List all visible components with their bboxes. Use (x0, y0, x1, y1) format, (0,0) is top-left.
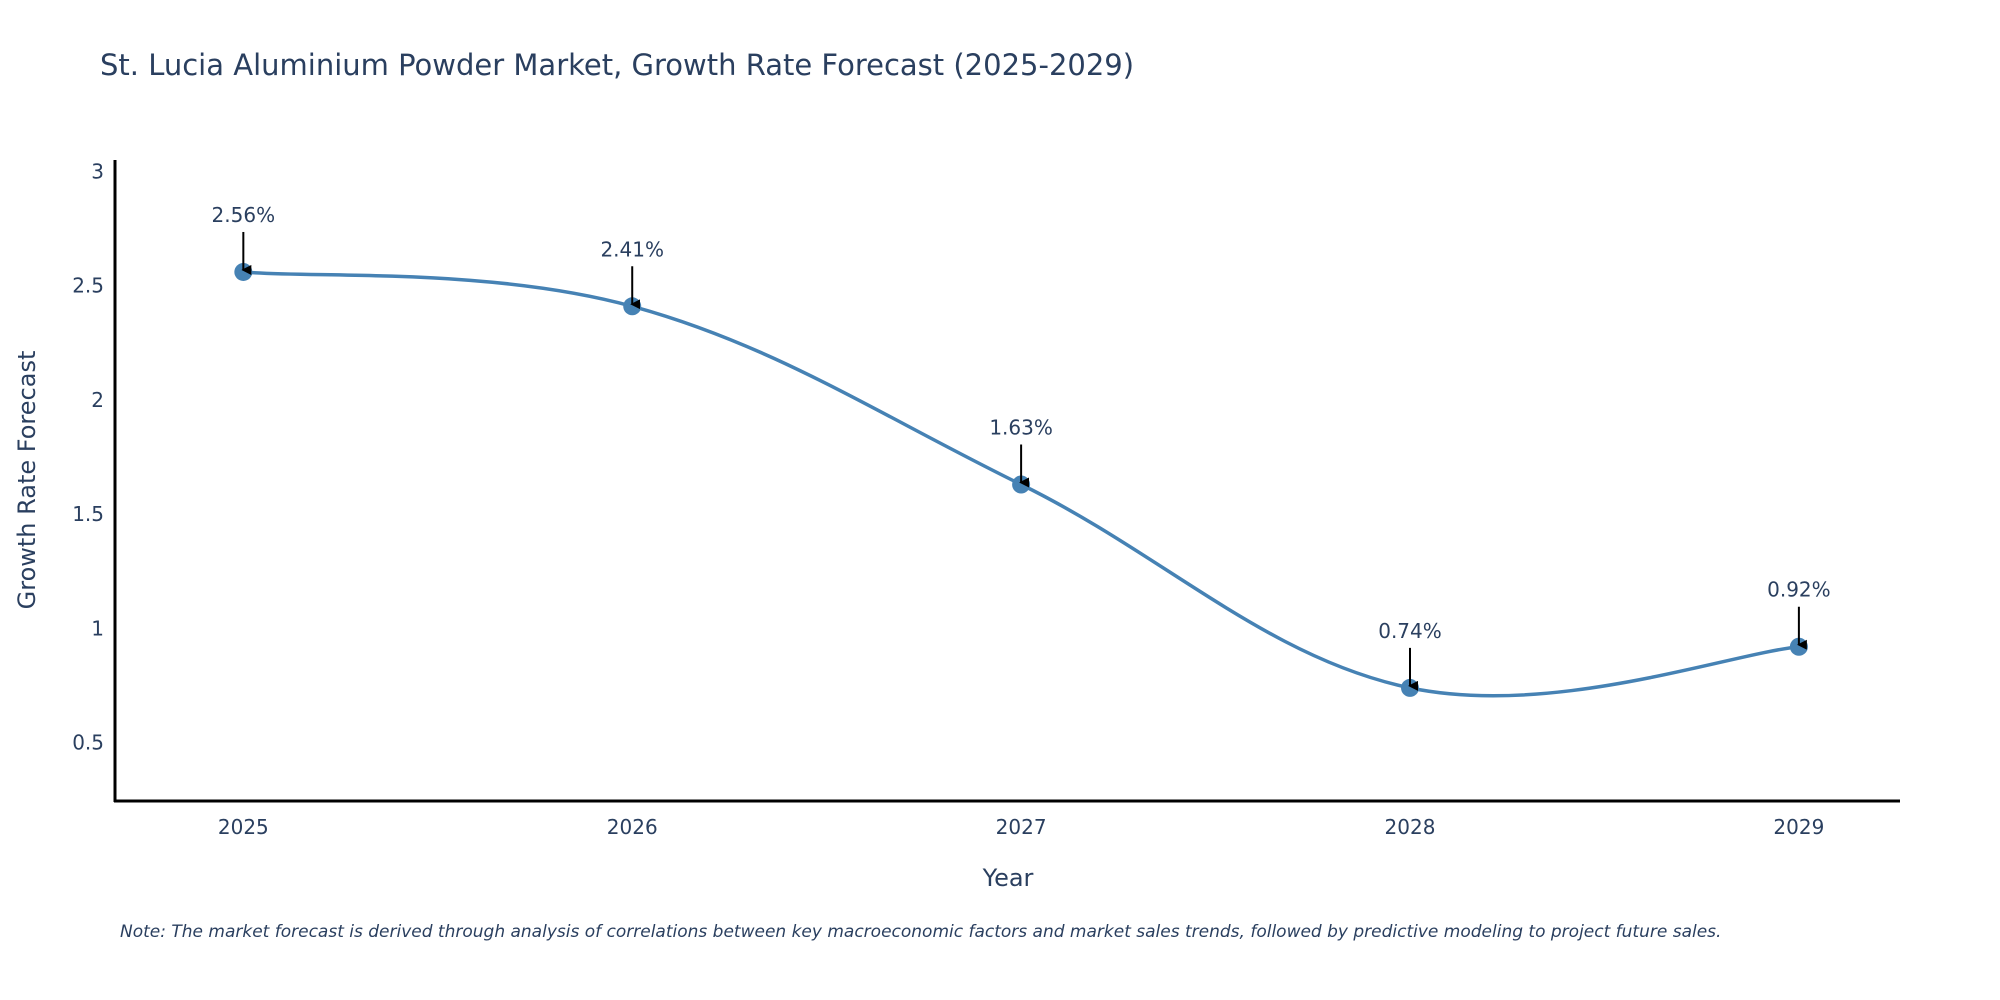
y-tick-label: 0.5 (72, 731, 104, 755)
x-tick-label: 2028 (1385, 815, 1436, 839)
annotations: 2.56% 2.41% 1.63% 0.74% 0.92% (212, 203, 1831, 691)
y-tick-label: 2.5 (72, 274, 104, 298)
data-label-2029: 0.92% (1767, 578, 1831, 602)
data-label-2028: 0.74% (1378, 619, 1442, 643)
data-label-2026: 2.41% (600, 237, 664, 261)
x-tick-label: 2025 (218, 815, 269, 839)
x-axis-ticks: 2025 2026 2027 2028 2029 (218, 815, 1824, 839)
y-tick-label: 1.5 (72, 502, 104, 526)
x-tick-label: 2029 (1773, 815, 1824, 839)
chart-title: St. Lucia Aluminium Powder Market, Growt… (100, 48, 1134, 82)
x-tick-label: 2026 (607, 815, 658, 839)
y-tick-label: 2 (91, 388, 104, 412)
y-axis-ticks: 0.5 1 1.5 2 2.5 3 (72, 159, 104, 754)
x-axis-title: Year (982, 864, 1034, 892)
y-tick-label: 1 (91, 616, 104, 640)
y-tick-label: 3 (91, 159, 104, 183)
x-tick-label: 2027 (996, 815, 1047, 839)
footnote: Note: The market forecast is derived thr… (120, 922, 1721, 942)
y-axis-title: Growth Rate Forecast (13, 351, 41, 610)
data-label-2027: 1.63% (989, 415, 1053, 439)
data-label-2025: 2.56% (212, 203, 276, 227)
